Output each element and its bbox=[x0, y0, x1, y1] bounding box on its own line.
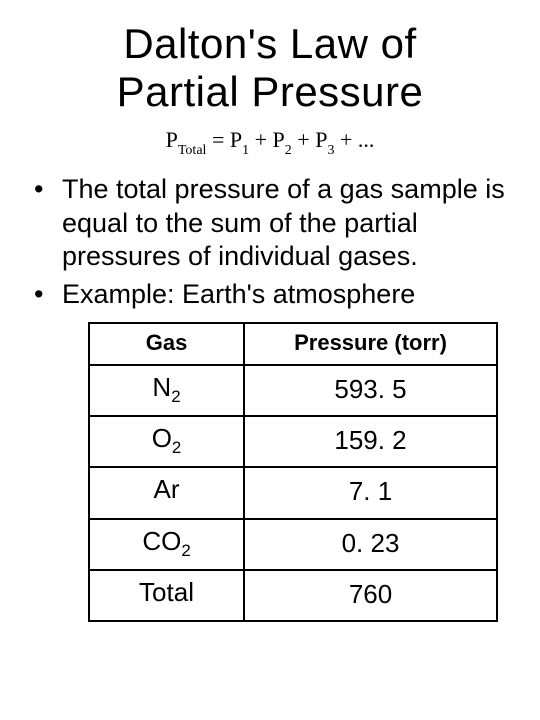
formula-eq: = bbox=[206, 127, 229, 152]
cell-pressure: 159. 2 bbox=[244, 416, 497, 467]
cell-pressure: 593. 5 bbox=[244, 365, 497, 416]
table-header-row: Gas Pressure (torr) bbox=[89, 323, 497, 365]
formula-t3-sub: 3 bbox=[327, 143, 334, 158]
title-line-2: Partial Pressure bbox=[117, 68, 424, 115]
gas-base: Ar bbox=[154, 474, 180, 504]
cell-gas: Total bbox=[89, 570, 244, 621]
pressure-table: Gas Pressure (torr) N2 593. 5 O2 159. 2 … bbox=[88, 322, 498, 622]
bullet-list: The total pressure of a gas sample is eq… bbox=[28, 173, 512, 312]
cell-gas: CO2 bbox=[89, 519, 244, 570]
formula-t2-base: P bbox=[273, 127, 285, 152]
slide-title: Dalton's Law of Partial Pressure bbox=[28, 20, 512, 117]
formula-t1-base: P bbox=[230, 127, 242, 152]
formula: PTotal = P1 + P2 + P3 + ... bbox=[28, 127, 512, 157]
formula-t3-base: P bbox=[315, 127, 327, 152]
cell-gas: O2 bbox=[89, 416, 244, 467]
gas-base: Total bbox=[139, 577, 194, 607]
formula-t1-sub: 1 bbox=[242, 143, 249, 158]
table-row: O2 159. 2 bbox=[89, 416, 497, 467]
gas-base: O bbox=[152, 423, 172, 453]
formula-lhs-sub: Total bbox=[178, 143, 207, 158]
cell-pressure: 7. 1 bbox=[244, 467, 497, 518]
bullet-item: The total pressure of a gas sample is eq… bbox=[28, 173, 512, 274]
formula-plus-2: + bbox=[292, 127, 315, 152]
col-header-pressure: Pressure (torr) bbox=[244, 323, 497, 365]
table-row: Total 760 bbox=[89, 570, 497, 621]
gas-base: N bbox=[152, 372, 171, 402]
col-header-gas: Gas bbox=[89, 323, 244, 365]
formula-t2-sub: 2 bbox=[285, 143, 292, 158]
formula-plus-1: + bbox=[249, 127, 272, 152]
cell-pressure: 0. 23 bbox=[244, 519, 497, 570]
table-row: N2 593. 5 bbox=[89, 365, 497, 416]
formula-lhs-base: P bbox=[166, 127, 178, 152]
gas-sub: 2 bbox=[172, 438, 181, 457]
gas-base: CO bbox=[142, 526, 181, 556]
cell-pressure: 760 bbox=[244, 570, 497, 621]
gas-sub: 2 bbox=[181, 541, 190, 560]
gas-sub: 2 bbox=[171, 387, 180, 406]
table-row: CO2 0. 23 bbox=[89, 519, 497, 570]
formula-tail: + ... bbox=[334, 127, 374, 152]
cell-gas: N2 bbox=[89, 365, 244, 416]
table-row: Ar 7. 1 bbox=[89, 467, 497, 518]
title-line-1: Dalton's Law of bbox=[123, 20, 416, 67]
cell-gas: Ar bbox=[89, 467, 244, 518]
bullet-item: Example: Earth's atmosphere bbox=[28, 278, 512, 312]
